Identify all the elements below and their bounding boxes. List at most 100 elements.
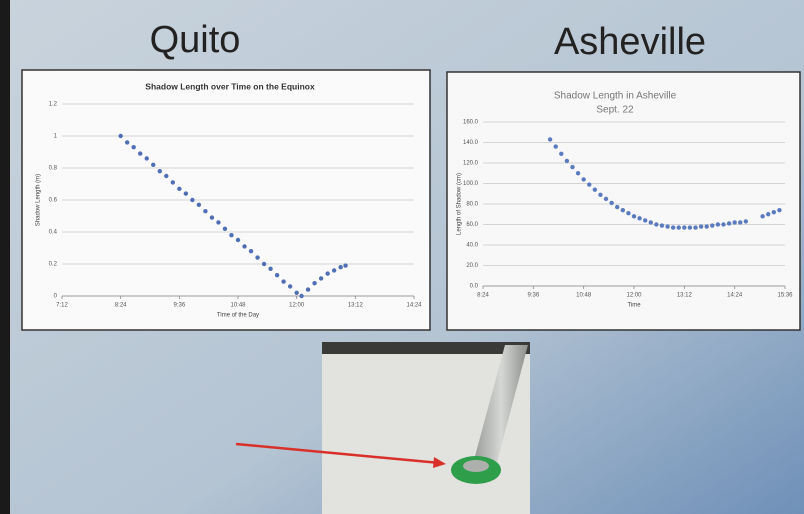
x-tick-label: 9:36 xyxy=(527,293,539,299)
data-point xyxy=(132,145,136,149)
data-point xyxy=(138,151,142,155)
y-tick-label: 20.0 xyxy=(466,263,478,269)
data-point xyxy=(649,220,653,224)
data-point xyxy=(654,222,658,226)
y-tick-label: 0.4 xyxy=(49,230,58,236)
x-tick-label: 13:12 xyxy=(348,303,364,309)
data-point xyxy=(332,268,336,272)
data-point xyxy=(288,284,292,288)
data-point xyxy=(609,201,613,205)
y-tick-label: 100.0 xyxy=(463,181,479,187)
data-point xyxy=(312,281,316,285)
data-point xyxy=(268,267,272,271)
data-point xyxy=(242,244,246,248)
data-point xyxy=(281,279,285,283)
y-tick-label: 80.0 xyxy=(466,202,478,208)
x-tick-label: 7:12 xyxy=(56,303,68,309)
data-point xyxy=(626,211,630,215)
data-point xyxy=(732,220,736,224)
x-tick-label: 9:36 xyxy=(173,303,185,309)
data-point xyxy=(665,224,669,228)
data-point xyxy=(236,238,240,242)
data-point xyxy=(554,144,558,148)
data-point xyxy=(158,169,162,173)
data-point xyxy=(699,224,703,228)
x-tick-label: 14:24 xyxy=(406,303,422,309)
data-point xyxy=(255,255,259,259)
y-tick-label: 1.2 xyxy=(49,102,58,108)
data-point xyxy=(177,187,181,191)
data-point xyxy=(151,163,155,167)
y-tick-label: 40.0 xyxy=(466,243,478,249)
x-tick-label: 10:48 xyxy=(230,303,246,309)
x-tick-label: 8:24 xyxy=(477,293,489,299)
data-point xyxy=(760,214,764,218)
data-point xyxy=(727,221,731,225)
data-point xyxy=(671,225,675,229)
data-point xyxy=(171,180,175,184)
data-point xyxy=(643,218,647,222)
data-point xyxy=(294,291,298,295)
data-point xyxy=(216,220,220,224)
data-point xyxy=(738,220,742,224)
x-tick-label: 13:12 xyxy=(677,293,693,299)
x-axis-title: Time xyxy=(627,303,641,309)
x-tick-label: 15:36 xyxy=(777,293,793,299)
data-point xyxy=(565,159,569,163)
data-point xyxy=(677,225,681,229)
y-tick-label: 0.0 xyxy=(470,284,479,290)
y-tick-label: 0.8 xyxy=(49,166,58,172)
data-point xyxy=(343,263,347,267)
data-point xyxy=(548,137,552,141)
y-tick-label: 60.0 xyxy=(466,222,478,228)
x-axis-title: Time of the Day xyxy=(217,313,259,319)
y-tick-label: 140.0 xyxy=(463,140,479,146)
data-point xyxy=(660,223,664,227)
x-tick-label: 8:24 xyxy=(115,303,127,309)
data-point xyxy=(306,287,310,291)
x-tick-label: 12:00 xyxy=(289,303,305,309)
data-point xyxy=(632,214,636,218)
data-point xyxy=(325,271,329,275)
y-tick-label: 160.0 xyxy=(463,120,479,126)
data-point xyxy=(184,191,188,195)
data-point xyxy=(587,182,591,186)
data-point xyxy=(190,198,194,202)
y-tick-label: 0.6 xyxy=(49,198,58,204)
data-point xyxy=(621,208,625,212)
data-point xyxy=(604,197,608,201)
x-tick-label: 12:00 xyxy=(626,293,642,299)
data-point xyxy=(299,294,303,298)
data-point xyxy=(570,165,574,169)
chart-subtitle: Sept. 22 xyxy=(596,105,634,116)
x-tick-label: 10:48 xyxy=(576,293,592,299)
data-point xyxy=(593,187,597,191)
data-point xyxy=(744,219,748,223)
data-point xyxy=(705,224,709,228)
y-axis-title: Length of Shadow (cm) xyxy=(457,173,463,235)
data-point xyxy=(319,276,323,280)
data-point xyxy=(210,215,214,219)
data-point xyxy=(125,140,129,144)
data-point xyxy=(164,174,168,178)
data-point xyxy=(682,225,686,229)
data-point xyxy=(197,203,201,207)
data-point xyxy=(275,273,279,277)
data-point xyxy=(229,233,233,237)
data-point xyxy=(693,225,697,229)
slide-photo: Quito Asheville Shadow Length over Time … xyxy=(0,0,804,514)
heading: Quito xyxy=(150,19,241,61)
data-point xyxy=(772,210,776,214)
data-point xyxy=(688,225,692,229)
y-axis-title: Shadow Length (m) xyxy=(36,174,42,226)
data-point xyxy=(262,262,266,266)
data-point xyxy=(598,193,602,197)
data-point xyxy=(581,177,585,181)
y-tick-label: 120.0 xyxy=(463,161,479,167)
data-point xyxy=(576,171,580,175)
data-point xyxy=(145,156,149,160)
data-point xyxy=(249,249,253,253)
data-point xyxy=(559,152,563,156)
chart-title: Shadow Length in Asheville xyxy=(554,91,677,102)
data-point xyxy=(721,222,725,226)
